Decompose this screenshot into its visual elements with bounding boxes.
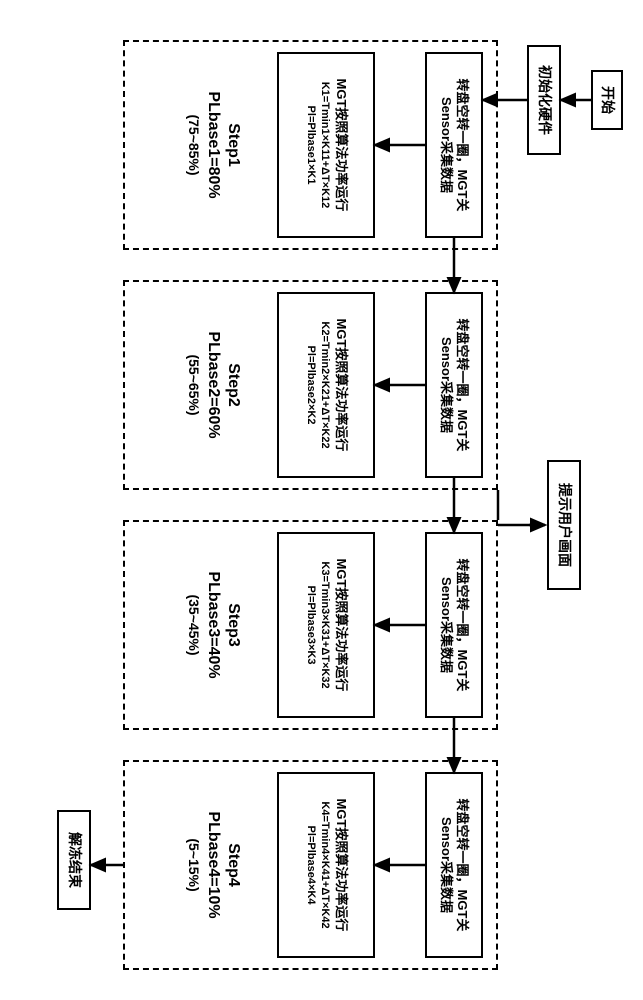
step3-label: Step3PLbase3=40%(35~45%)	[163, 530, 243, 720]
step2-label: Step2PLbase2=60%(55~65%)	[163, 290, 243, 480]
prompt-box: 提示用户画面	[547, 460, 581, 590]
step4-sensor-box: 转盘空转一圈，MGT关Sensor采集数据	[425, 772, 483, 958]
step1-label: Step1PLbase1=80%(75~85%)	[163, 50, 243, 240]
step1-sensor-box: 转盘空转一圈，MGT关Sensor采集数据	[425, 52, 483, 238]
step3-calc-box: MGT按照算法功率运行K3=Tmin3×K31+ΔT×K32Pl=Plbase3…	[277, 532, 375, 718]
start-box: 开始	[591, 70, 623, 130]
step4-calc-box: MGT按照算法功率运行K4=Tmin4×K41+ΔT×K42Pl=Plbase4…	[277, 772, 375, 958]
step4-label: Step4PLbase4=10%(5~15%)	[163, 770, 243, 960]
step2-sensor-box: 转盘空转一圈，MGT关Sensor采集数据	[425, 292, 483, 478]
end-box: 解冻结束	[57, 810, 91, 910]
step2-calc-box: MGT按照算法功率运行K2=Tmin2×K21+ΔT×K22Pl=Plbase2…	[277, 292, 375, 478]
step1-calc-box: MGT按照算法功率运行K1=Tmin1×K11+ΔT×K12Pl=Plbase1…	[277, 52, 375, 238]
init-box: 初始化硬件	[527, 45, 561, 155]
step3-sensor-box: 转盘空转一圈，MGT关Sensor采集数据	[425, 532, 483, 718]
